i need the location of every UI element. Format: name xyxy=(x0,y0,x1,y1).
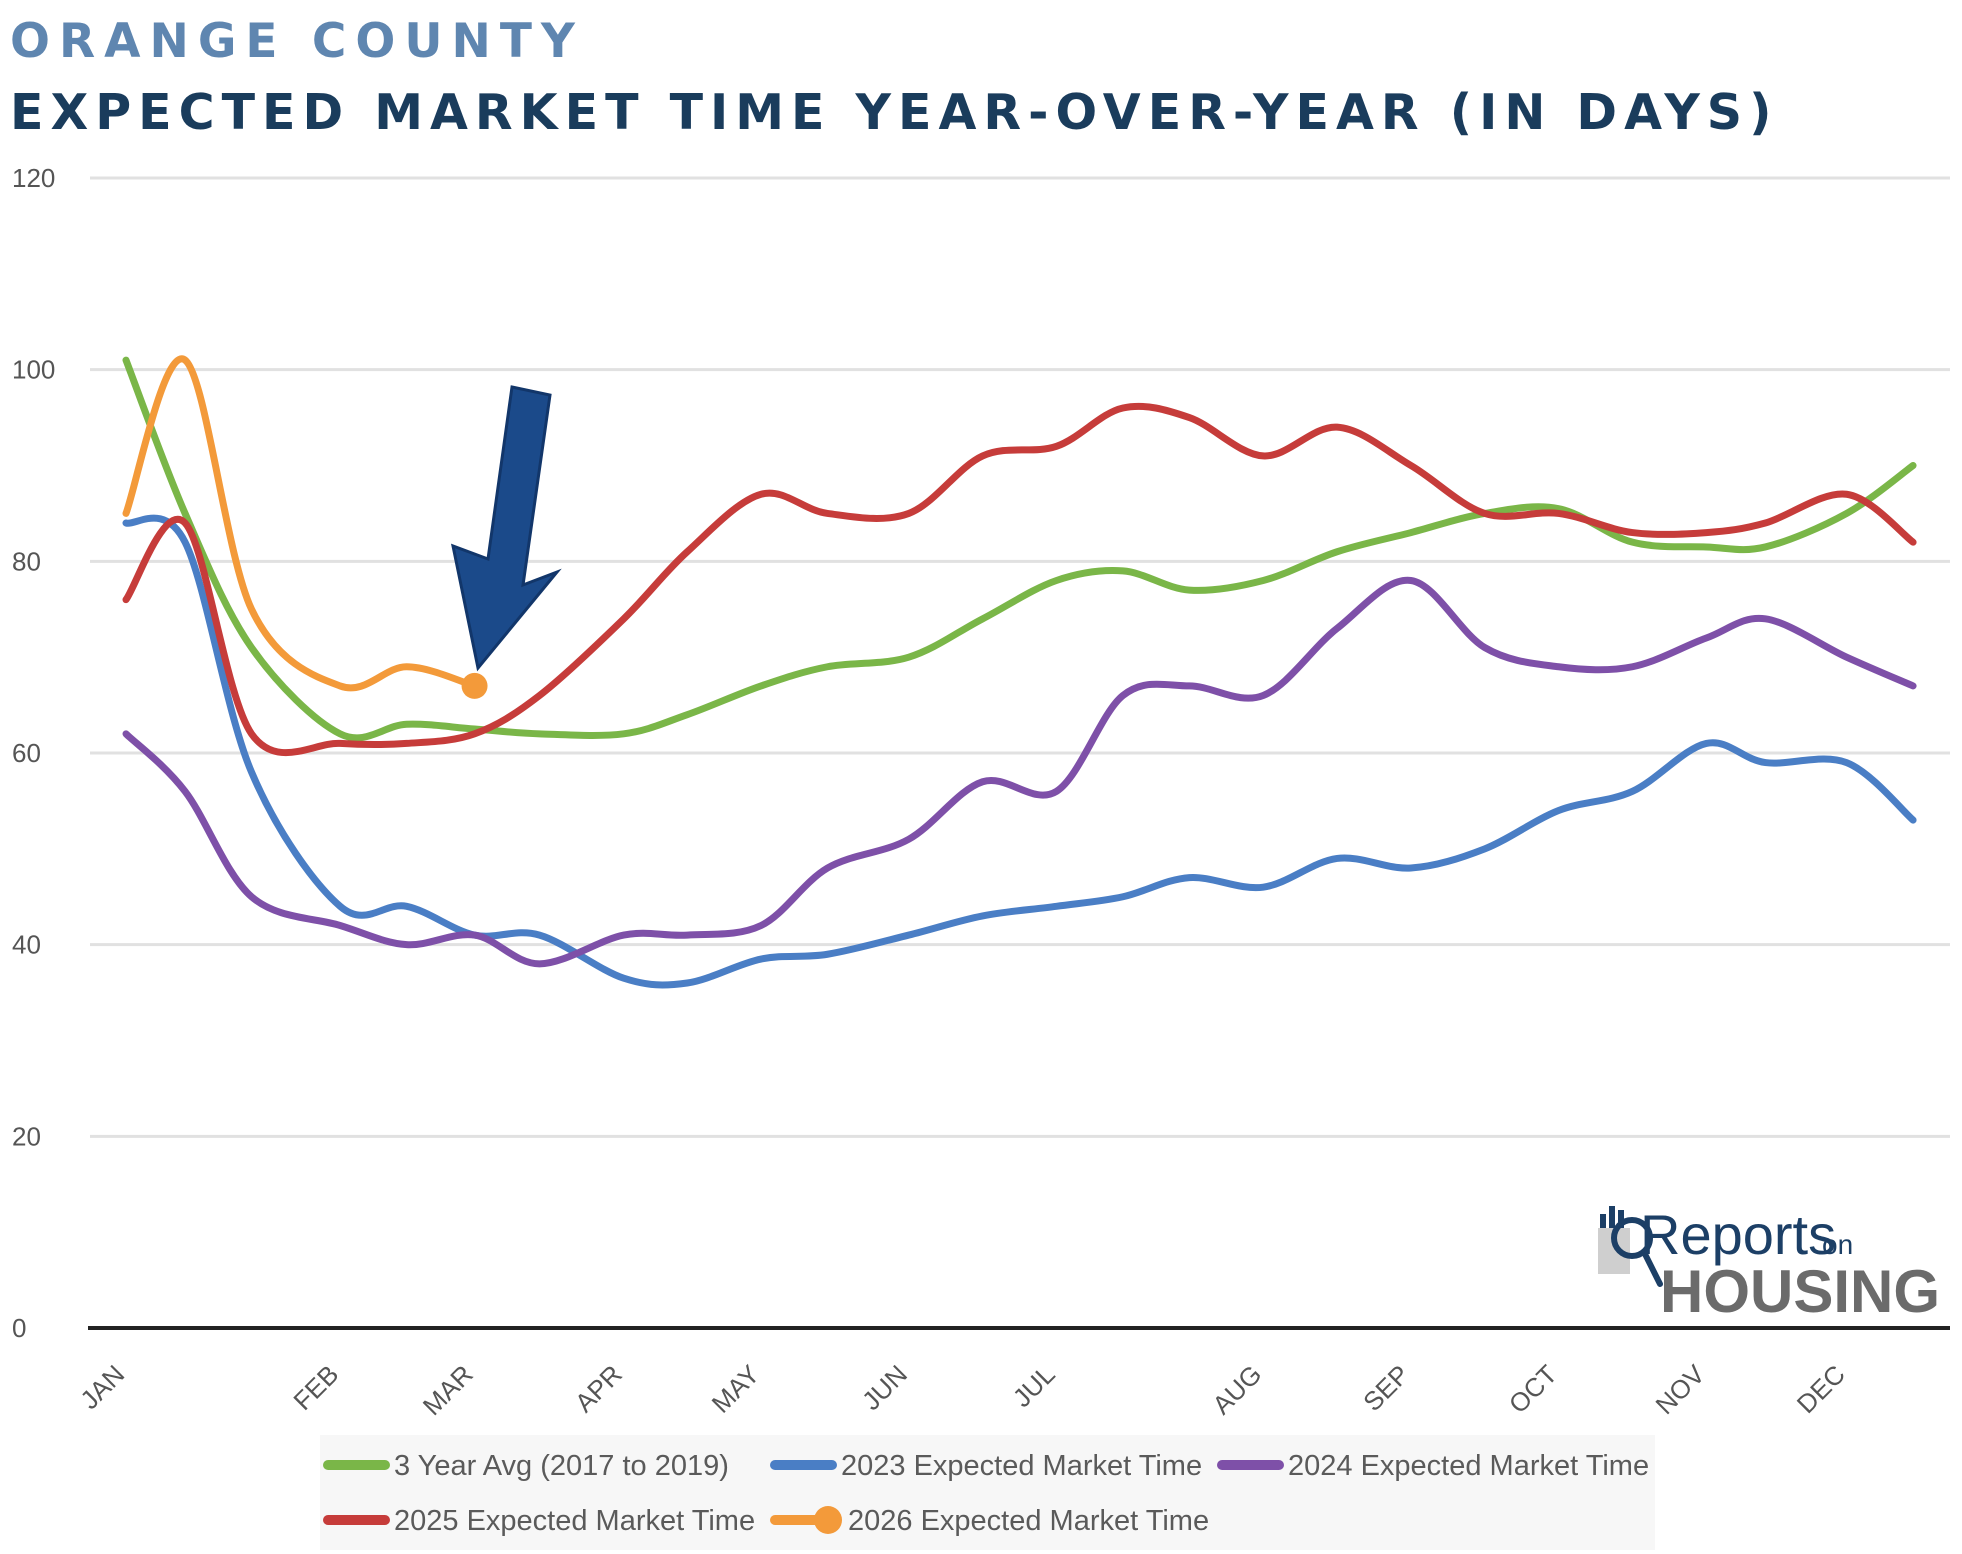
legend-item-3yr-avg: 3 Year Avg (2017 to 2019) xyxy=(323,1450,729,1482)
legend-label: 2023 Expected Market Time xyxy=(841,1450,1202,1482)
x-tick-label: MAR xyxy=(417,1359,479,1421)
x-tick-label: NOV xyxy=(1649,1359,1711,1421)
x-tick-label: APR xyxy=(569,1359,628,1418)
y-tick-label: 40 xyxy=(12,930,41,960)
legend: 3 Year Avg (2017 to 2019) 2023 Expected … xyxy=(320,1435,1655,1550)
series-line-4 xyxy=(122,355,479,692)
chart-title: EXPECTED MARKET TIME YEAR-OVER-YEAR (IN … xyxy=(10,84,1779,141)
legend-item-2026: 2026 Expected Market Time xyxy=(770,1505,1209,1537)
legend-label: 2024 Expected Market Time xyxy=(1288,1450,1649,1482)
legend-item-2024: 2024 Expected Market Time xyxy=(1217,1450,1649,1482)
series-line-1 xyxy=(122,514,1917,989)
x-tick-label: AUG xyxy=(1206,1359,1267,1420)
grid-lines xyxy=(90,176,1950,1138)
logo-line2: HOUSING xyxy=(1660,1258,1940,1325)
legend-item-2023: 2023 Expected Market Time xyxy=(770,1450,1202,1482)
x-tick-label: JAN xyxy=(74,1359,130,1415)
x-tick-label: JUN xyxy=(856,1359,913,1416)
series-lines xyxy=(122,355,1917,989)
legend-item-2025: 2025 Expected Market Time xyxy=(323,1505,755,1537)
reports-on-housing-logo: Reports on HOUSING xyxy=(1598,1203,1940,1325)
annotation-arrow xyxy=(450,385,562,672)
x-axis-ticks: JAN FEB MAR APR MAY JUN JUL AUG SEP OCT NOV DEC xyxy=(74,1359,1851,1422)
legend-label: 2025 Expected Market Time xyxy=(394,1505,755,1537)
y-tick-label: 0 xyxy=(12,1313,26,1343)
x-tick-label: OCT xyxy=(1503,1359,1563,1419)
y-tick-label: 80 xyxy=(12,546,41,576)
series-line-0 xyxy=(122,356,1917,742)
legend-label: 2026 Expected Market Time xyxy=(848,1505,1209,1537)
x-tick-label: MAY xyxy=(706,1359,766,1419)
series-line-3 xyxy=(122,402,1917,757)
y-tick-label: 120 xyxy=(12,163,55,193)
series-line-2 xyxy=(122,576,1917,968)
logo-line1: Reports xyxy=(1640,1203,1836,1266)
y-tick-label: 20 xyxy=(12,1121,41,1151)
y-axis-ticks: 0 20 40 60 80 100 120 xyxy=(12,163,55,1343)
y-tick-label: 60 xyxy=(12,738,41,768)
region-title: ORANGE COUNTY xyxy=(10,14,584,69)
series-end-marker xyxy=(461,672,488,699)
x-tick-label: DEC xyxy=(1791,1359,1851,1419)
logo-line1-suffix: on xyxy=(1822,1229,1853,1260)
x-tick-label: FEB xyxy=(287,1359,344,1416)
x-tick-label: JUL xyxy=(1007,1359,1061,1413)
legend-label: 3 Year Avg (2017 to 2019) xyxy=(394,1450,729,1482)
x-tick-label: SEP xyxy=(1357,1359,1415,1417)
y-tick-label: 100 xyxy=(12,355,55,385)
legend-marker xyxy=(814,1506,842,1534)
